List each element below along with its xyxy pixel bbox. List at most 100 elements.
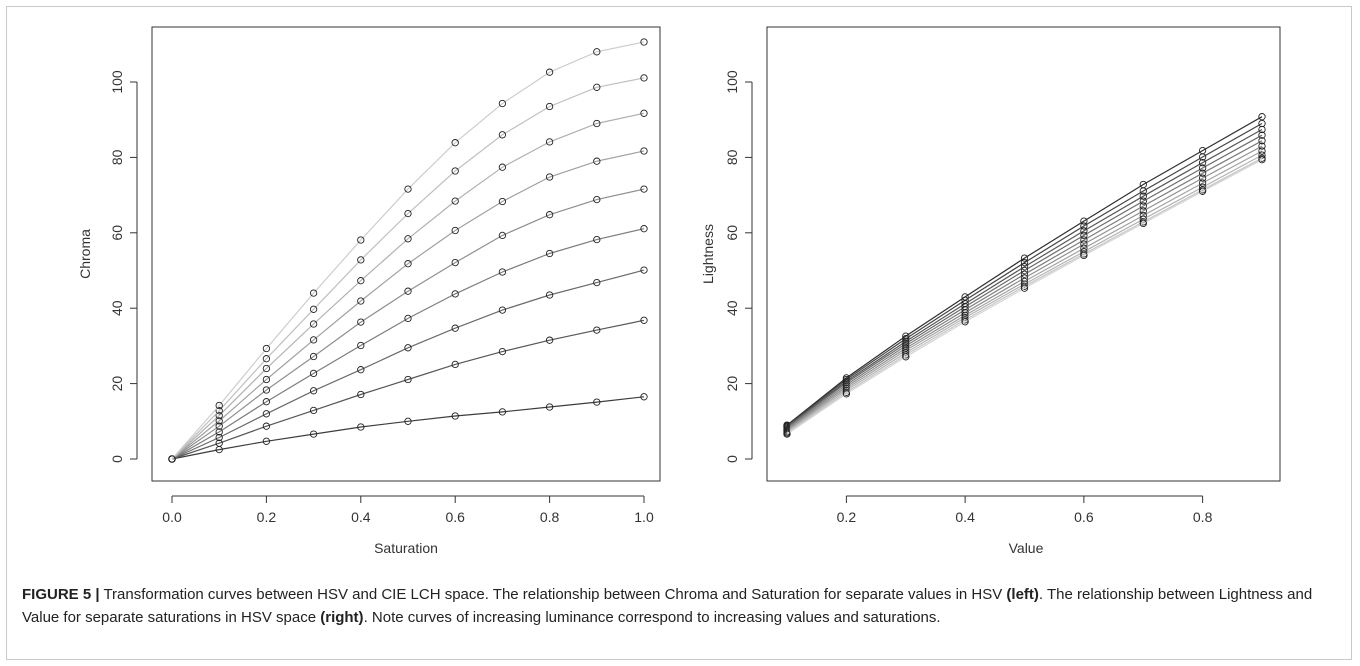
right-plot-box <box>766 26 1281 482</box>
left-y-axis: 0 20 40 60 80 100 <box>109 70 138 463</box>
right-data-point <box>1020 258 1029 267</box>
left-data-point <box>309 305 318 313</box>
left-data-point <box>640 393 648 401</box>
left-data-point <box>404 314 412 323</box>
left-data-point <box>545 249 554 258</box>
right-data-point <box>902 353 910 361</box>
right-series-line <box>786 116 1263 426</box>
left-x-tick-label: 0.8 <box>540 509 560 525</box>
right-data-point <box>1258 131 1266 139</box>
right-data-point <box>1139 202 1147 210</box>
left-data-point <box>498 131 507 139</box>
right-data-point <box>961 318 969 326</box>
left-data-point <box>545 336 554 344</box>
left-data-point <box>357 236 365 244</box>
right-data-point <box>1080 251 1088 260</box>
left-data-point <box>498 306 507 314</box>
left-data-point <box>545 291 554 299</box>
right-data-point <box>842 390 851 398</box>
right-data-point <box>1198 164 1207 172</box>
lightness-value-panel: 0.2 0.4 0.6 0.8 0 20 40 60 80 100 Value Lightnes… <box>700 26 1281 556</box>
left-data-point <box>357 366 365 374</box>
left-y-tick-label: 100 <box>109 70 125 94</box>
caption-label: FIGURE 5 | <box>22 586 100 603</box>
left-data-point <box>640 266 648 274</box>
right-data-point <box>1139 219 1147 228</box>
right-data-point <box>1198 174 1207 182</box>
right-data-point <box>1080 217 1088 225</box>
right-data-point <box>1139 207 1147 215</box>
left-data-point <box>357 341 365 350</box>
caption-text-1: Transformation curves between HSV and CI… <box>99 586 1007 603</box>
right-data-point <box>1080 236 1088 244</box>
left-data-point <box>640 38 648 46</box>
right-data-point <box>783 430 791 438</box>
left-data-point <box>309 369 318 378</box>
right-data-point <box>1020 284 1029 292</box>
left-data-point <box>215 401 223 410</box>
left-y-tick-label: 0 <box>109 455 125 463</box>
right-y-axis-title: Lightness <box>700 224 716 284</box>
left-data-point <box>262 386 271 394</box>
left-data-point <box>262 422 271 430</box>
left-data-point <box>357 423 365 431</box>
left-data-point <box>404 417 412 425</box>
left-plot-box <box>151 26 661 482</box>
left-data-point <box>262 364 271 373</box>
right-y-tick-label: 60 <box>724 225 740 241</box>
right-data-point <box>1198 187 1207 195</box>
right-data-point <box>1139 192 1147 200</box>
caption-text-2: . The relationship between Lightness and… <box>22 586 1313 626</box>
figure-frame <box>6 6 1352 660</box>
left-data-point <box>451 197 459 205</box>
right-x-axis: 0.2 0.4 0.6 0.8 <box>837 495 1213 525</box>
left-y-tick-label: 40 <box>109 300 125 316</box>
left-x-tick-label: 0.0 <box>162 509 182 525</box>
left-data-point <box>593 157 601 165</box>
right-data-point <box>1198 169 1207 177</box>
left-data-point <box>309 406 318 415</box>
right-y-axis: 0 20 40 60 80 100 <box>724 70 753 463</box>
right-series-line <box>786 140 1263 429</box>
right-data-point <box>1080 222 1088 230</box>
left-series-line <box>171 269 645 460</box>
left-data-point <box>309 387 318 395</box>
right-data-point <box>1258 125 1266 134</box>
right-y-tick-label: 40 <box>724 300 740 316</box>
left-x-axis: 0.0 0.2 0.4 0.6 0.8 1.0 <box>162 495 654 525</box>
left-data-point <box>262 344 271 353</box>
left-data-point <box>498 163 507 171</box>
right-series-line <box>786 159 1263 435</box>
figure-caption: FIGURE 5 | Transformation curves between… <box>22 583 1340 629</box>
left-data-point <box>404 344 412 352</box>
left-data-point <box>404 209 412 218</box>
right-y-tick-label: 80 <box>724 149 740 165</box>
left-data-point <box>451 167 459 175</box>
left-data-point <box>498 347 507 356</box>
right-data-point <box>1258 137 1266 145</box>
chroma-saturation-panel: 0.0 0.2 0.4 0.6 0.8 1.0 0 20 40 60 80 100 Saturati… <box>77 26 661 556</box>
left-data-point <box>451 139 459 147</box>
left-data-point <box>451 324 459 332</box>
left-data-point <box>451 226 459 235</box>
left-data-point <box>640 185 648 193</box>
left-data-point <box>262 355 271 363</box>
left-y-tick-label: 20 <box>109 376 125 392</box>
left-data-point <box>262 375 271 384</box>
caption-bold-right: (right) <box>320 609 364 626</box>
right-data-point <box>1080 231 1088 240</box>
left-x-tick-label: 0.6 <box>445 509 465 525</box>
right-data-point <box>1080 227 1088 235</box>
left-data-point <box>451 412 459 420</box>
left-data-point <box>309 336 318 344</box>
left-series-line <box>171 228 645 460</box>
left-data-point <box>215 407 223 415</box>
left-data-point <box>640 225 648 233</box>
right-series-line <box>786 154 1263 433</box>
right-series-line <box>786 134 1263 428</box>
left-data-point <box>262 398 271 406</box>
left-x-tick-label: 0.2 <box>257 509 277 525</box>
left-data-point <box>215 411 223 420</box>
right-data-point <box>1198 159 1207 167</box>
left-data-point <box>357 318 365 326</box>
